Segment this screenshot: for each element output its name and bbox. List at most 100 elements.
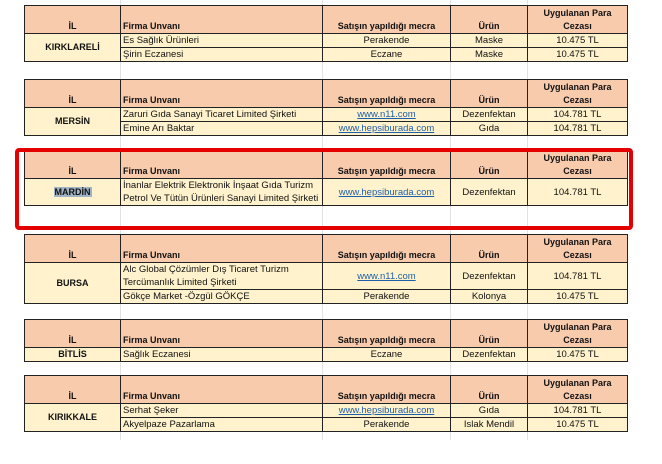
company-name: Gökçe Market -Özgül GÖKÇE <box>120 289 323 304</box>
product: Dezenfektan <box>450 262 528 290</box>
table-row: BİTLİS Sağlık Eczanesi Eczane Dezenfektan 10… <box>24 347 628 362</box>
province-table: İL Firma Unvanı Satışın yapıldığı mecra Ürü… <box>24 79 628 136</box>
product: Kolonya <box>450 289 528 304</box>
header-row: İL Firma Unvanı Satışın yapıldığı mecra Ürü… <box>24 234 628 263</box>
highlight-box <box>15 148 633 230</box>
sales-channel-link[interactable]: www.n11.com <box>357 270 416 282</box>
province-table: İL Firma Unvanı Satışın yapıldığı mecra Ürü… <box>24 5 628 62</box>
province-name: KIRKLARELİ <box>45 42 100 52</box>
header-row: İL Firma Unvanı Satışın yapıldığı mecra Ürü… <box>24 5 628 34</box>
sales-channel-cell: www.n11.com <box>322 262 451 290</box>
header-ceza: Uygulanan Para Cezası <box>527 319 628 348</box>
company-name: Serhat Şeker <box>120 403 323 418</box>
spreadsheet-gridlines <box>24 0 627 440</box>
province-cell: KIRKLARELİ <box>24 33 121 62</box>
sales-channel: Perakende <box>322 33 451 48</box>
header-urun: Ürün <box>450 319 528 348</box>
product: Dezenfektan <box>450 178 528 206</box>
table-row: KIRIKKALE Serhat Şeker www.hepsiburada.com… <box>24 403 628 432</box>
fine-amount: 104.781 TL <box>527 178 628 206</box>
header-urun: Ürün <box>450 150 528 179</box>
table-row: Gökçe Market -Özgül GÖKÇE Perakende Kolony… <box>25 289 628 304</box>
header-il: İL <box>24 5 121 34</box>
header-urun: Ürün <box>450 375 528 404</box>
fine-amount: 104.781 TL <box>527 403 628 418</box>
header-row: İL Firma Unvanı Satışın yapıldığı mecra Ürü… <box>24 319 628 348</box>
header-urun: Ürün <box>450 79 528 108</box>
province-table: İL Firma Unvanı Satışın yapıldığı mecra Ürü… <box>24 150 628 206</box>
fine-amount: 10.475 TL <box>527 33 628 48</box>
fine-amount: 10.475 TL <box>527 47 628 62</box>
header-mecra: Satışın yapıldığı mecra <box>322 5 451 34</box>
header-firma: Firma Unvanı <box>120 5 323 34</box>
province-cell: BURSA <box>24 262 121 304</box>
province-name: BİTLİS <box>58 349 87 359</box>
header-row: İL Firma Unvanı Satışın yapıldığı mecra Ürü… <box>24 79 628 108</box>
fine-amount: 10.475 TL <box>527 289 628 304</box>
province-name: MERSİN <box>54 116 90 126</box>
table-row: MERSİN Zaruri Gıda Sanayi Ticaret Limited… <box>24 107 628 136</box>
province-name: MARDİN <box>53 186 92 197</box>
company-name: İnanlar Elektrik Elektronik İnşaat Gıda … <box>120 178 323 206</box>
province-cell: KIRIKKALE <box>24 403 121 432</box>
product: Dezenfektan <box>450 347 528 362</box>
fine-amount: 10.475 TL <box>527 417 628 432</box>
product: Gıda <box>450 121 528 136</box>
header-firma: Firma Unvanı <box>120 319 323 348</box>
sales-channel-link[interactable]: www.hepsiburada.com <box>338 123 435 134</box>
table-row: MARDİN İnanlar Elektrik Elektronik İnşaat… <box>24 178 628 206</box>
table-row: BURSA Alc Global Çözümler Dış Ticaret Tur… <box>24 262 628 304</box>
company-name: Şirin Eczanesi <box>120 47 323 62</box>
header-firma: Firma Unvanı <box>120 234 323 263</box>
sales-channel: Perakende <box>322 417 451 432</box>
fine-amount: 104.781 TL <box>527 107 628 122</box>
header-il: İL <box>24 375 121 404</box>
header-il: İL <box>24 319 121 348</box>
header-mecra: Satışın yapıldığı mecra <box>322 234 451 263</box>
sales-channel: Perakende <box>322 289 451 304</box>
sales-channel-link[interactable]: www.n11.com <box>357 109 416 120</box>
province-name: KIRIKKALE <box>48 412 97 422</box>
header-mecra: Satışın yapıldığı mecra <box>322 79 451 108</box>
product: Dezenfektan <box>450 107 528 122</box>
fine-amount: 104.781 TL <box>527 121 628 136</box>
header-ceza: Uygulanan Para Cezası <box>527 5 628 34</box>
header-ceza: Uygulanan Para Cezası <box>527 79 628 108</box>
table-row: Şirin Eczanesi Eczane Maske 10.475 TL <box>25 47 628 62</box>
company-name: Es Sağlık Ürünleri <box>120 33 323 48</box>
sales-channel-cell: www.hepsiburada.com <box>322 403 451 418</box>
header-ceza: Uygulanan Para Cezası <box>527 375 628 404</box>
province-cell: MERSİN <box>24 107 121 136</box>
product: Gıda <box>450 403 528 418</box>
header-ceza: Uygulanan Para Cezası <box>527 150 628 179</box>
province-table: İL Firma Unvanı Satışın yapıldığı mecra Ürü… <box>24 375 628 432</box>
company-name: Zaruri Gıda Sanayi Ticaret Limited Şirke… <box>120 107 323 122</box>
company-name: Akyelpaze Pazarlama <box>120 417 323 432</box>
sales-channel-cell: www.hepsiburada.com <box>322 178 451 206</box>
province-cell: BİTLİS <box>24 347 121 362</box>
fine-amount: 104.781 TL <box>527 262 628 290</box>
header-row: İL Firma Unvanı Satışın yapıldığı mecra Ürü… <box>24 375 628 404</box>
sales-channel-link[interactable]: www.hepsiburada.com <box>338 186 435 198</box>
header-il: İL <box>24 79 121 108</box>
header-ceza: Uygulanan Para Cezası <box>527 234 628 263</box>
header-urun: Ürün <box>450 234 528 263</box>
fine-amount: 10.475 TL <box>527 347 628 362</box>
company-name: Alc Global Çözümler Dış Ticaret Turizm T… <box>120 262 323 290</box>
header-firma: Firma Unvanı <box>120 375 323 404</box>
header-mecra: Satışın yapıldığı mecra <box>322 319 451 348</box>
company-name: Sağlık Eczanesi <box>120 347 323 362</box>
header-mecra: Satışın yapıldığı mecra <box>322 150 451 179</box>
table-row: Emine Arı Baktar www.hepsiburada.com Gıda 1… <box>25 121 628 136</box>
header-firma: Firma Unvanı <box>120 79 323 108</box>
province-name: BURSA <box>56 277 89 288</box>
sales-channel-link[interactable]: www.hepsiburada.com <box>338 405 435 416</box>
product: Maske <box>450 33 528 48</box>
sales-channel: Eczane <box>322 47 451 62</box>
header-il: İL <box>24 234 121 263</box>
province-table: İL Firma Unvanı Satışın yapıldığı mecra Ürü… <box>24 319 628 362</box>
sales-channel-cell: www.n11.com <box>322 107 451 122</box>
header-urun: Ürün <box>450 5 528 34</box>
province-table: İL Firma Unvanı Satışın yapıldığı mecra Ürü… <box>24 234 628 304</box>
company-name: Emine Arı Baktar <box>120 121 323 136</box>
